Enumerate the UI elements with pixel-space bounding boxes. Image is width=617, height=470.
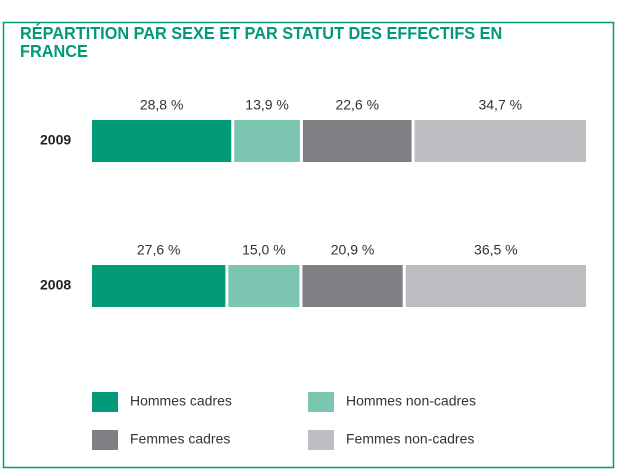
frame (2, 21, 615, 469)
value-label: 28,8 % (140, 97, 184, 113)
legend-swatch (92, 392, 118, 412)
value-label: 27,6 % (137, 242, 181, 258)
bar-segment (92, 265, 226, 307)
bar-segment (234, 120, 300, 162)
bar-segment (228, 265, 300, 307)
value-label: 36,5 % (474, 242, 518, 258)
bar-segment (414, 120, 586, 162)
legend-label: Femmes non-cadres (346, 431, 474, 447)
legend-label: Femmes cadres (130, 431, 230, 447)
bar-segment (92, 120, 232, 162)
legend-swatch (308, 430, 334, 450)
chart-title: RÉPARTITION PAR SEXE ET PAR STATUT DES E… (20, 23, 503, 61)
value-label: 34,7 % (478, 97, 522, 113)
bar-segment (405, 265, 586, 307)
bar-segment (302, 265, 403, 307)
category-label: 2009 (40, 132, 71, 148)
bar-segment (302, 120, 412, 162)
legend-swatch (92, 430, 118, 450)
value-label: 22,6 % (335, 97, 379, 113)
value-label: 15,0 % (242, 242, 286, 258)
category-label: 2008 (40, 277, 71, 293)
value-label: 20,9 % (331, 242, 375, 258)
legend-swatch (308, 392, 334, 412)
value-label: 13,9 % (245, 97, 289, 113)
legend-label: Hommes non-cadres (346, 393, 476, 409)
legend-label: Hommes cadres (130, 393, 232, 409)
